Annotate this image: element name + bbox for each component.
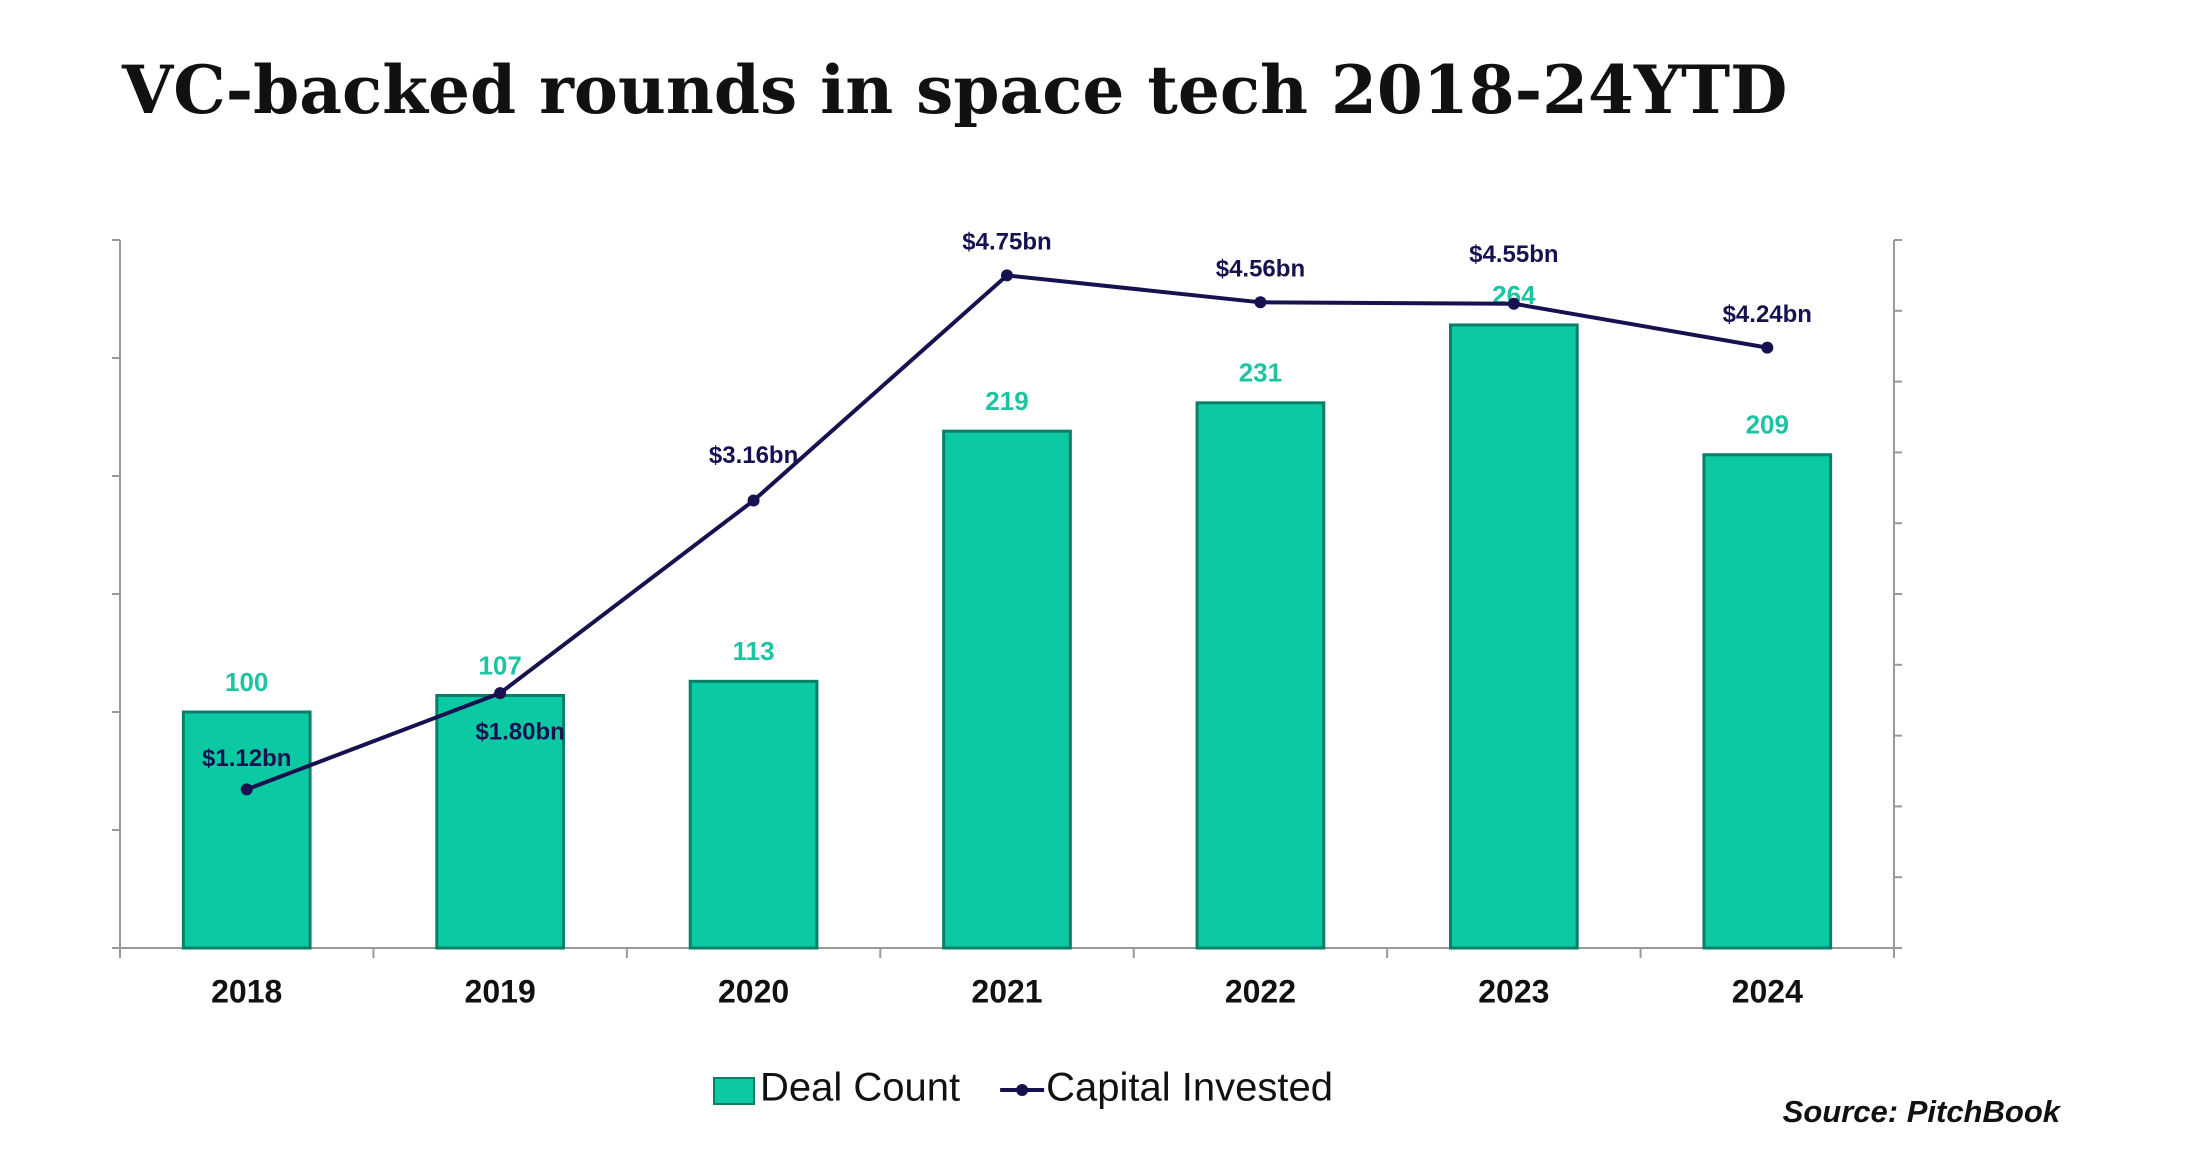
bar: [435, 693, 565, 950]
line-label: $4.55bn: [1469, 241, 1558, 268]
x-tick-label: 2023: [1478, 973, 1549, 1009]
x-tick-label: 2022: [1225, 973, 1296, 1009]
line-label: $4.75bn: [962, 229, 1051, 256]
bar-label: 107: [478, 650, 521, 680]
bar: [181, 710, 312, 950]
x-tick-label: 2024: [1732, 973, 1803, 1009]
point: [1001, 269, 1013, 282]
point: [1254, 296, 1267, 309]
bar: [1195, 401, 1326, 950]
bar: [1449, 323, 1579, 950]
legend-swatch: [713, 1077, 755, 1105]
bar: [942, 429, 1072, 950]
bar-label: 219: [985, 386, 1028, 416]
bar-label: 113: [733, 636, 775, 666]
x-tick-label: 2021: [971, 973, 1042, 1009]
line-label: $4.56bn: [1216, 256, 1305, 283]
point: [494, 687, 507, 700]
bar: [688, 679, 819, 950]
bar-label: 231: [1239, 358, 1282, 388]
line-label: $4.24bn: [1723, 301, 1812, 328]
chart-title: VC-backed rounds in space tech 2018-24YT…: [121, 51, 1787, 129]
legend-dot: [1016, 1084, 1029, 1096]
legend-label: Deal Count: [760, 1066, 960, 1110]
x-tick-label: 2018: [211, 973, 282, 1009]
line-label: $3.16bn: [709, 442, 798, 469]
bar: [1702, 453, 1833, 950]
bar-label: 209: [1746, 410, 1789, 440]
point: [240, 783, 253, 796]
point: [747, 494, 760, 507]
line-label: $1.12bn: [202, 745, 291, 772]
point: [1761, 341, 1774, 354]
x-tick-label: 2019: [465, 973, 536, 1009]
legend-label: Capital Invested: [1046, 1066, 1333, 1110]
point: [1507, 297, 1520, 310]
x-tick-label: 2020: [718, 973, 789, 1009]
source: Source: PitchBook: [1783, 1094, 2062, 1129]
line-label: $1.80bn: [475, 718, 564, 745]
bar-label: 100: [225, 667, 268, 697]
